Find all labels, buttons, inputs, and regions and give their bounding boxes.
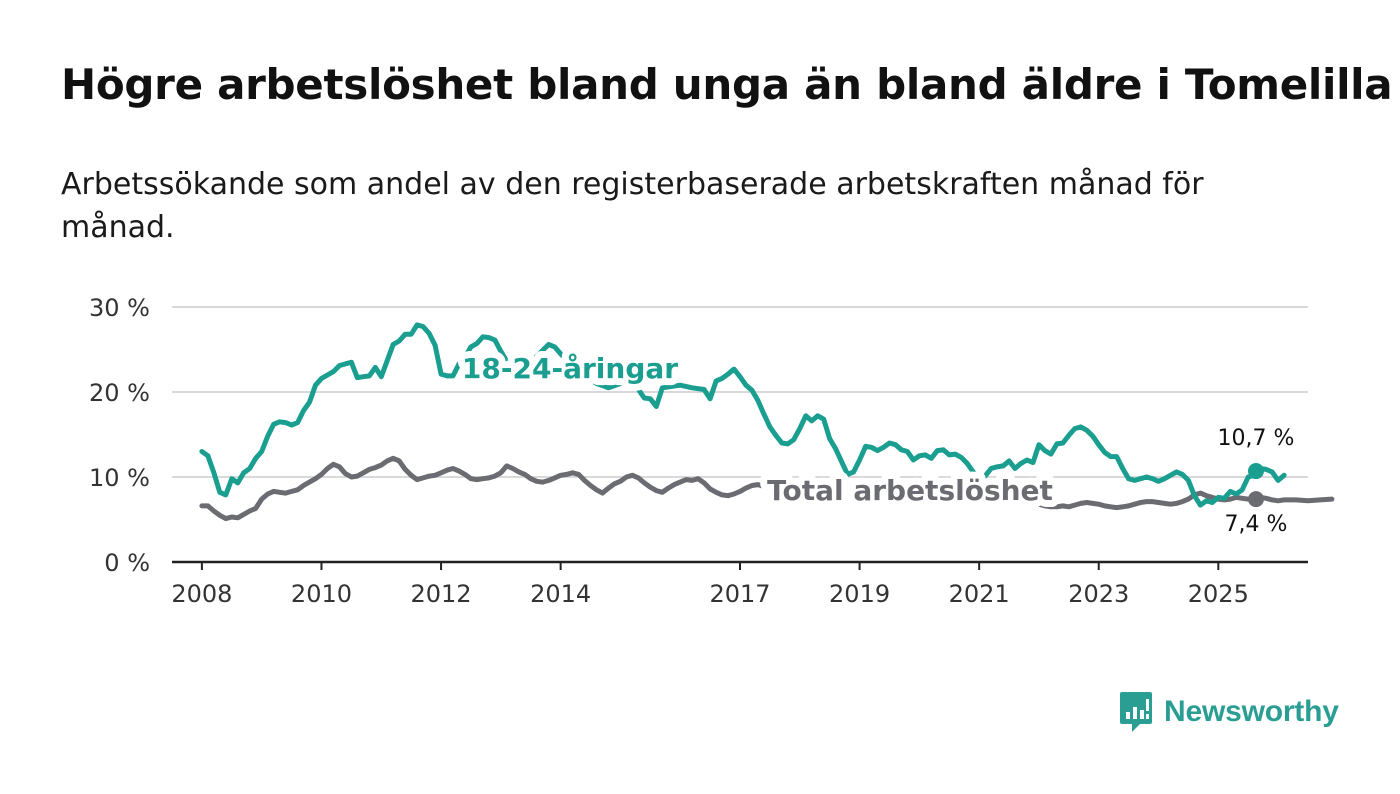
end-point-youth <box>1248 463 1264 480</box>
chart-title: Högre arbetslöshet bland unga än bland ä… <box>61 60 1393 109</box>
series-label-youth: 18-24-åringar <box>462 352 678 385</box>
series-label-total-halo: Total arbetslöshet <box>767 474 1053 507</box>
y-tick-label: 30 % <box>89 294 150 322</box>
x-tick-label: 2010 <box>291 580 352 608</box>
newsworthy-logo-icon <box>1120 692 1152 732</box>
x-tick-label: 2012 <box>411 580 472 608</box>
x-tick-label: 2008 <box>171 580 232 608</box>
series-line-youth <box>199 322 1287 508</box>
series-label-total: Total arbetslöshet <box>767 474 1053 507</box>
end-label-youth: 10,7 % <box>1218 426 1295 451</box>
x-tick-label: 2017 <box>709 580 770 608</box>
x-tick-label: 2014 <box>530 580 591 608</box>
x-tick-label: 2023 <box>1068 580 1129 608</box>
chart-subtitle: Arbetssökande som andel av den registerb… <box>61 167 1204 245</box>
x-tick-label: 2021 <box>949 580 1010 608</box>
end-label-total: 7,4 % <box>1225 512 1288 537</box>
series-label-youth-halo: 18-24-åringar <box>462 352 678 385</box>
y-tick-label: 20 % <box>89 379 150 407</box>
brand-logo[interactable]: Newsworthy <box>1118 688 1339 736</box>
x-tick-label: 2025 <box>1188 580 1249 608</box>
end-point-total <box>1248 491 1264 508</box>
series-line-total <box>1036 490 1335 511</box>
y-tick-label: 0 % <box>104 549 150 577</box>
x-tick-label: 2019 <box>829 580 890 608</box>
y-tick-label: 10 % <box>89 464 150 492</box>
series-line-total <box>199 455 785 522</box>
brand-name: Newsworthy <box>1164 695 1339 728</box>
